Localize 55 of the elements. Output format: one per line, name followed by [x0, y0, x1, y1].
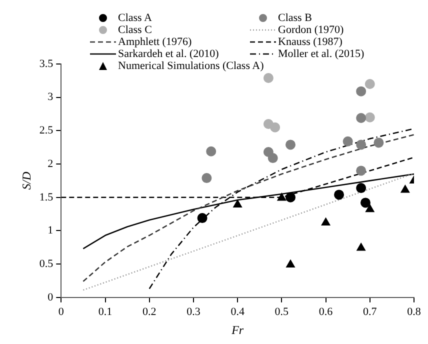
line-series	[82, 134, 414, 282]
x-tick-label: 0.2	[142, 306, 156, 318]
legend-label: Moller et al. (2015)	[278, 48, 364, 60]
y-tick-label: 2.5	[39, 124, 54, 137]
x-tick-label: 0.8	[407, 306, 422, 318]
point	[268, 153, 278, 164]
point	[400, 185, 410, 193]
x-axis-title: Fr	[230, 322, 244, 337]
y-tick-label: 0	[48, 291, 54, 304]
y-tick-label: 1.5	[39, 191, 54, 204]
y-tick-label: 3	[48, 91, 54, 104]
point	[277, 193, 286, 201]
point	[356, 166, 366, 176]
legend-label: Gordon (1970)	[278, 24, 344, 36]
point	[321, 218, 330, 226]
x-tick-label: 0	[58, 306, 64, 318]
y-axis-title: S/D	[19, 171, 34, 190]
point	[356, 113, 366, 124]
legend-label: Class A	[118, 12, 152, 24]
point	[356, 183, 366, 194]
point	[334, 190, 344, 200]
x-tick-label: 0.4	[230, 306, 245, 318]
point	[233, 200, 242, 208]
y-tick-label: 0.5	[39, 258, 54, 270]
point	[374, 138, 384, 148]
point	[364, 112, 375, 122]
point	[286, 260, 295, 268]
point	[286, 192, 296, 202]
point	[270, 122, 280, 132]
point	[356, 243, 366, 251]
point	[356, 140, 366, 150]
point	[356, 86, 366, 96]
x-tick-label: 0.5	[274, 306, 290, 318]
x-tick-label: 0.1	[98, 306, 112, 318]
legend-label: Knauss (1987)	[278, 36, 342, 48]
point	[364, 79, 375, 90]
legend-label: Sarkardeh et al. (2010)	[118, 48, 219, 60]
point	[286, 140, 296, 150]
legend-label: Amphlett (1976)	[118, 36, 192, 48]
y-tick-label: 3.5	[39, 58, 54, 70]
point	[360, 198, 370, 208]
legend-label: Class C	[118, 24, 152, 36]
x-tick-label: 0.3	[186, 306, 201, 318]
y-tick-label: 1	[48, 224, 54, 237]
point	[197, 213, 208, 224]
legend-label: Class B	[278, 12, 312, 24]
point	[206, 146, 216, 156]
x-tick-label: 0.7	[363, 306, 378, 318]
y-tick-label: 2	[48, 158, 54, 170]
legend-label: Numerical Simulations (Class A)	[118, 60, 264, 72]
x-tick-label: 0.6	[318, 306, 334, 318]
point	[365, 204, 374, 212]
point	[263, 73, 274, 84]
point	[202, 173, 212, 184]
point	[342, 136, 353, 146]
